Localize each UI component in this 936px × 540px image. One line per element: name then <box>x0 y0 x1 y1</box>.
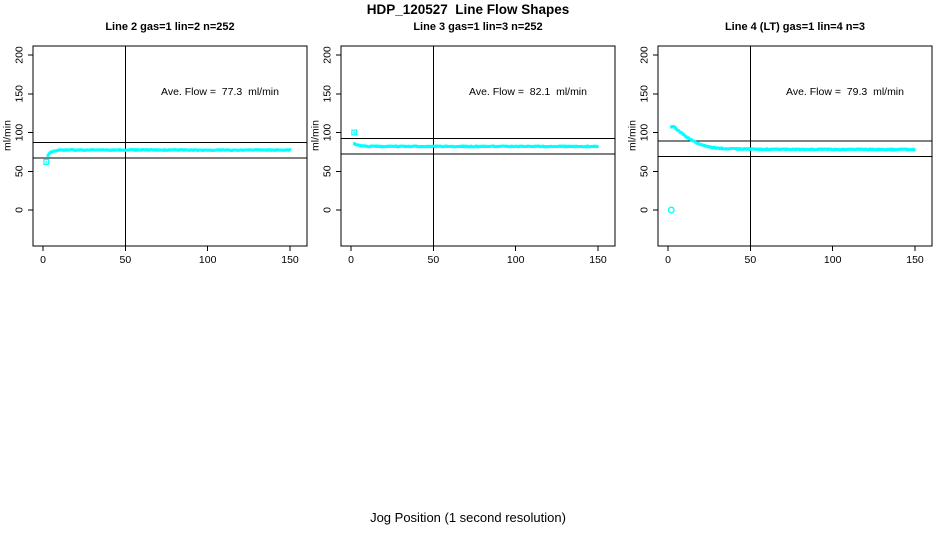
panel-line-2: Line 2 gas=1 lin=2 n=252 0 50 100 150 200 0 50… <box>0 20 312 276</box>
plot-area: 0 50 100 150 200 0 50 100 150 <box>639 45 933 266</box>
y-tick-label: 150 <box>322 85 334 103</box>
ave-flow-annotation: Ave. Flow = 82.1 ml/min <box>469 86 587 98</box>
x-tick-label: 150 <box>281 254 299 266</box>
y-tick-label: 150 <box>639 85 651 103</box>
outlier-point-dot <box>353 131 356 134</box>
y-tick-label: 100 <box>14 124 26 142</box>
y-tick-label: 50 <box>322 165 334 177</box>
y-tick-label: 0 <box>322 207 334 213</box>
figure-title: HDP_120527 Line Flow Shapes <box>366 2 570 17</box>
x-tick-label: 150 <box>589 254 607 266</box>
x-tick-label: 100 <box>507 254 525 266</box>
y-tick-label: 50 <box>14 165 26 177</box>
plot-box <box>657 45 933 247</box>
panel-title: Line 3 gas=1 lin=3 n=252 <box>413 21 543 33</box>
x-axis-label: Jog Position (1 second resolution) <box>370 510 566 525</box>
ave-flow-annotation: Ave. Flow = 79.3 ml/min <box>786 86 904 98</box>
plot-box <box>32 45 308 247</box>
panel-line-4: Line 4 (LT) gas=1 lin=4 n=3 0 50 100 150 200… <box>625 20 936 276</box>
x-tick-label: 50 <box>744 254 756 266</box>
x-tick-label: 0 <box>40 254 46 266</box>
y-tick-label: 150 <box>14 85 26 103</box>
plot-area: 0 50 100 150 200 0 50 100 150 <box>322 45 616 266</box>
x-tick-label: 100 <box>824 254 842 266</box>
y-tick-label: 100 <box>639 124 651 142</box>
plot-box <box>340 45 616 247</box>
ave-flow-annotation: Ave. Flow = 77.3 ml/min <box>161 86 279 98</box>
y-tick-label: 200 <box>639 46 651 64</box>
data-points <box>669 125 916 152</box>
y-tick-label: 50 <box>639 165 651 177</box>
panel-line-3: Line 3 gas=1 lin=3 n=252 0 50 100 150 200 0 50… <box>308 20 620 276</box>
y-tick-label: 0 <box>639 207 651 213</box>
panel-title: Line 2 gas=1 lin=2 n=252 <box>105 21 235 33</box>
y-tick-label: 100 <box>322 124 334 142</box>
panel-title: Line 4 (LT) gas=1 lin=4 n=3 <box>724 21 866 33</box>
data-points <box>352 142 599 149</box>
x-tick-label: 100 <box>199 254 217 266</box>
x-tick-label: 50 <box>119 254 131 266</box>
y-tick-label: 200 <box>322 46 334 64</box>
x-tick-label: 50 <box>427 254 439 266</box>
x-tick-label: 0 <box>665 254 671 266</box>
y-axis-label: ml/min <box>1 120 14 151</box>
x-tick-label: 0 <box>348 254 354 266</box>
y-tick-label: 200 <box>14 46 26 64</box>
outlier-point-dot <box>45 161 48 163</box>
plot-area: 0 50 100 150 200 0 50 100 150 <box>14 45 308 266</box>
y-axis-label: ml/min <box>626 120 639 151</box>
outlier-point <box>667 206 675 214</box>
y-axis-label: ml/min <box>309 120 322 151</box>
data-points <box>46 148 292 157</box>
x-tick-label: 150 <box>906 254 924 266</box>
y-tick-label: 0 <box>14 207 26 213</box>
